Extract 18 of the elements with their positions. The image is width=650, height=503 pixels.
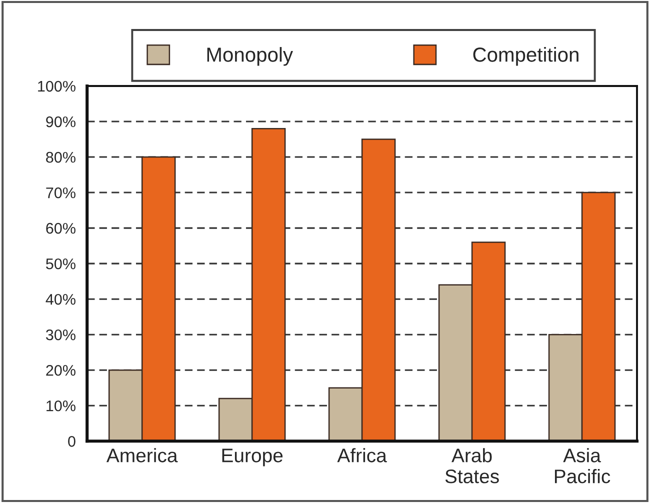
y-tick-label: 70% [46,187,76,198]
x-tick-label: America [106,448,178,462]
legend-label: Competition [473,47,578,66]
y-tick-label: 0 [68,436,76,447]
x-tick-label: Arab States [445,448,499,484]
y-tick-label: 90% [46,116,76,128]
x-tick-label: Asia Pacific [554,448,610,484]
y-tick-label: 30% [46,329,76,340]
y-tick-label: 50% [46,258,76,270]
y-tick-label: 40% [46,294,76,305]
y-tick-label: 100% [38,80,76,92]
x-tick-label: Africa [337,448,387,462]
y-tick-label: 10% [46,400,76,412]
y-tick-label: 60% [46,222,76,234]
x-tick-label: Europe [222,448,283,466]
y-tick-label: 80% [46,152,76,163]
y-tick-label: 20% [46,364,76,376]
legend-label: Monopoly [207,47,293,66]
